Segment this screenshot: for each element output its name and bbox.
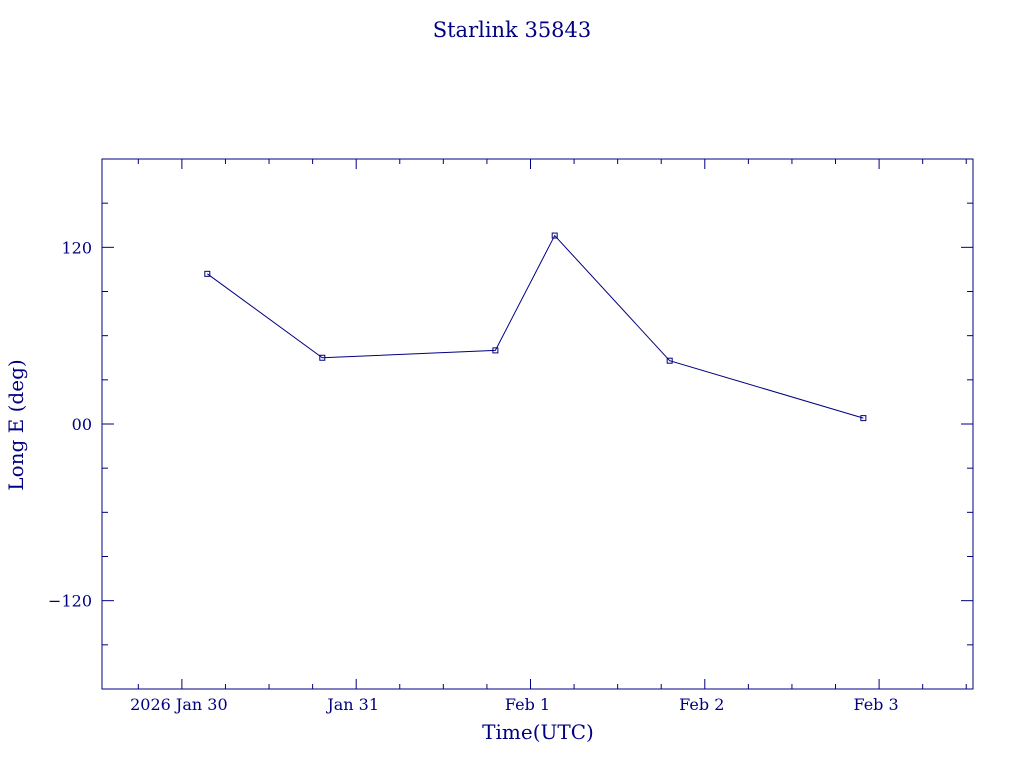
data-point-marker: [319, 354, 326, 361]
y-axis-label: Long E (deg): [4, 359, 28, 490]
x-tick-label: Jan 31: [325, 695, 379, 714]
x-tick-label: 2026 Jan 30: [130, 695, 228, 714]
series-line: [207, 234, 864, 419]
data-point-marker: [492, 347, 499, 354]
chart-title: Starlink 35843: [433, 18, 592, 42]
tick-labels: 2026 Jan 30 Jan 31 Feb 1 Feb 2 Feb 3 120 00 −12…: [48, 238, 899, 714]
x-tick-label: Feb 2: [679, 695, 724, 714]
y-tick-label: −120: [48, 592, 92, 611]
data-point-marker: [204, 270, 211, 277]
data-series: [204, 232, 867, 422]
tick-marks: [102, 158, 973, 690]
data-point-marker: [860, 415, 867, 422]
plot-frame: [101, 158, 974, 690]
x-axis-label: Time(UTC): [482, 720, 594, 744]
y-tick-label: 120: [61, 238, 92, 257]
data-point-marker: [551, 232, 558, 239]
data-point-marker: [666, 357, 673, 364]
x-tick-label: Feb 3: [853, 695, 898, 714]
x-tick-label: Feb 1: [505, 695, 550, 714]
y-tick-label: 00: [72, 415, 92, 434]
